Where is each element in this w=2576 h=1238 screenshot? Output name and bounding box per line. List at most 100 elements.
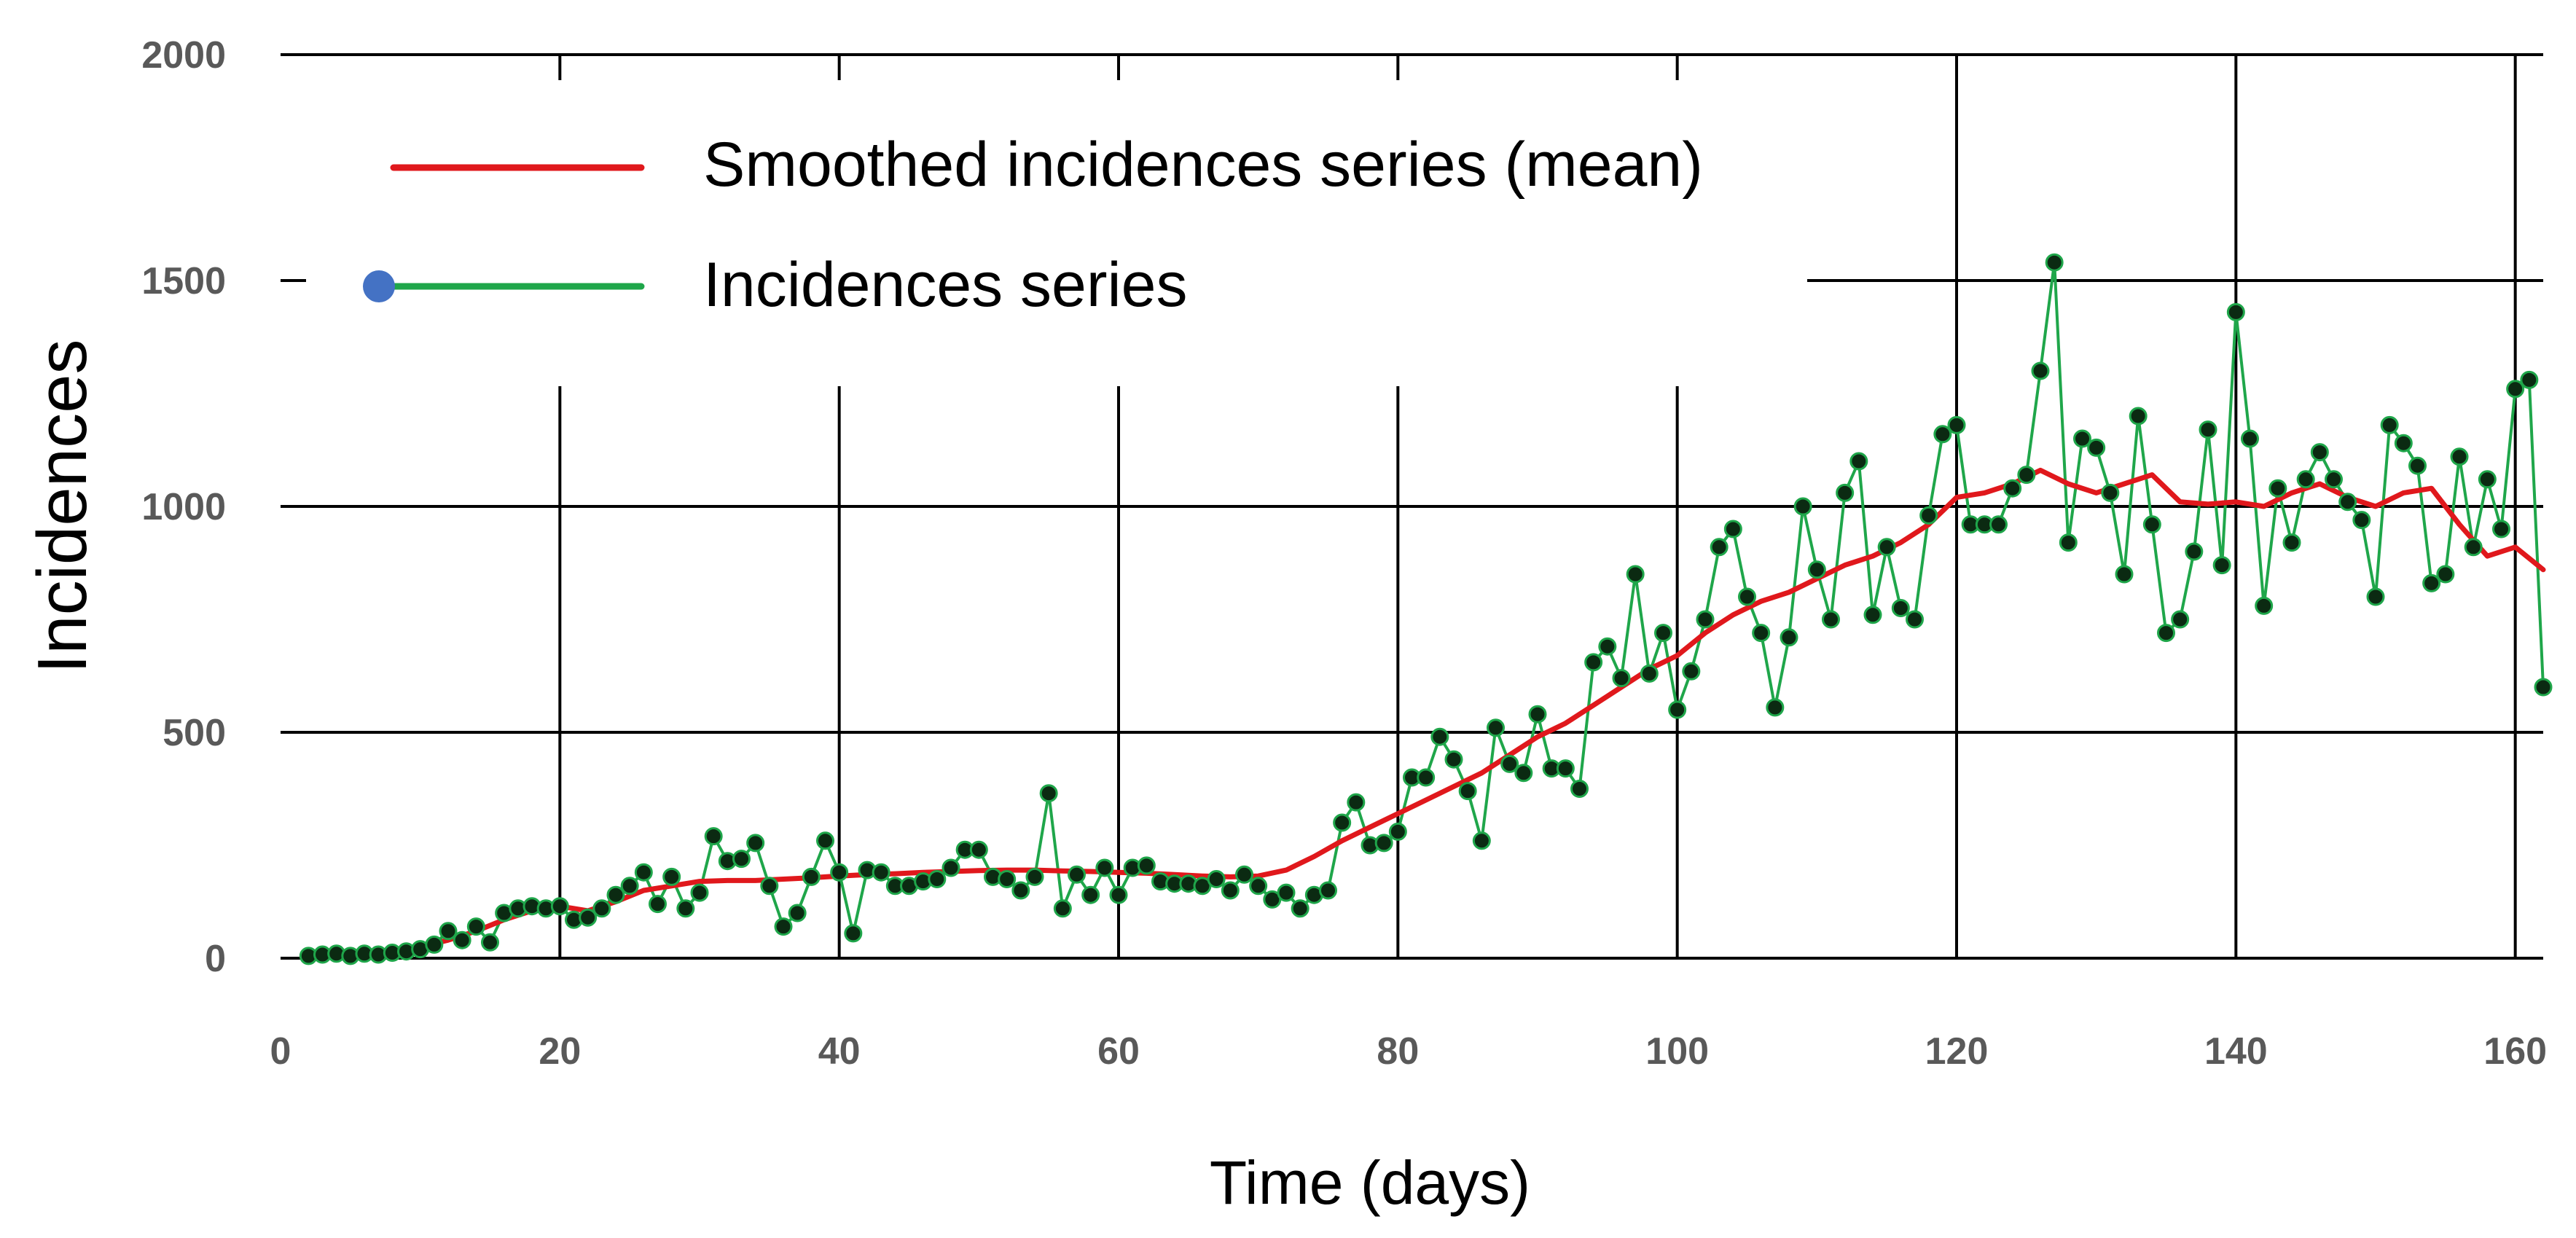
incidences-point-day-84 xyxy=(1444,750,1463,769)
x-tick-label-140: 140 xyxy=(2204,1030,2268,1073)
incidences-point-day-89 xyxy=(1514,764,1533,783)
incidences-point-day-99 xyxy=(1654,624,1672,643)
incidences-point-day-107 xyxy=(1766,698,1785,717)
incidences-point-day-39 xyxy=(816,831,834,850)
incidences-point-day-104 xyxy=(1723,520,1742,538)
incidences-point-day-109 xyxy=(1793,497,1812,516)
incidences-point-day-88 xyxy=(1500,754,1519,773)
legend-background xyxy=(306,80,1807,386)
incidences-point-day-11 xyxy=(425,935,444,954)
incidences-point-day-14 xyxy=(466,917,485,936)
legend-smoothed-label: Smoothed incidences series (mean) xyxy=(703,130,1703,200)
incidences-point-day-90 xyxy=(1528,705,1547,724)
incidences-point-day-105 xyxy=(1738,587,1756,606)
incidences-point-day-161 xyxy=(2520,370,2539,389)
incidences-point-day-162 xyxy=(2534,678,2553,697)
incidences-point-day-117 xyxy=(1906,610,1924,629)
legend: Smoothed incidences series (mean) Incide… xyxy=(306,80,1807,386)
smoothed-series-line xyxy=(305,467,2546,959)
y-tick-label-1000: 1000 xyxy=(141,486,226,528)
incidences-point-day-157 xyxy=(2464,538,2483,557)
incidences-point-day-83 xyxy=(1430,727,1449,746)
incidences-point-day-50 xyxy=(969,840,988,859)
incidences-point-day-143 xyxy=(2268,479,2287,498)
series-layer xyxy=(299,253,2553,965)
legend-series-marker xyxy=(363,270,395,302)
incidences-point-day-80 xyxy=(1388,822,1407,841)
incidences-point-day-62 xyxy=(1137,856,1156,875)
incidences-point-day-113 xyxy=(1849,452,1868,471)
incidences-point-day-87 xyxy=(1487,718,1505,737)
incidences-point-day-140 xyxy=(2226,302,2245,321)
incidences-point-day-48 xyxy=(941,858,960,877)
incidences-point-day-100 xyxy=(1668,700,1687,719)
incidences-point-day-76 xyxy=(1333,813,1352,832)
incidences-point-day-108 xyxy=(1780,628,1798,647)
incidences-point-day-68 xyxy=(1221,881,1240,900)
incidences-point-day-92 xyxy=(1556,759,1575,778)
incidences-point-day-54 xyxy=(1025,867,1044,886)
incidences-point-day-77 xyxy=(1347,793,1366,812)
x-tick-label-60: 60 xyxy=(1097,1030,1140,1073)
incidences-point-day-28 xyxy=(662,867,681,886)
incidences-point-day-94 xyxy=(1584,653,1603,672)
incidences-point-day-152 xyxy=(2394,434,2413,453)
legend-series-label: Incidences series xyxy=(703,250,1187,320)
incidences-point-day-120 xyxy=(1947,415,1966,434)
incidences-point-day-135 xyxy=(2157,624,2175,643)
incidences-point-day-20 xyxy=(550,897,569,916)
incidences-point-day-29 xyxy=(676,899,695,918)
incidences-point-day-69 xyxy=(1235,865,1253,884)
incidences-point-day-27 xyxy=(649,895,667,914)
incidences-point-day-60 xyxy=(1109,885,1128,904)
incidences-point-day-23 xyxy=(592,899,611,918)
incidences-point-day-38 xyxy=(802,867,821,886)
incidences-point-day-75 xyxy=(1319,881,1337,900)
incidences-point-day-25 xyxy=(620,877,639,896)
incidences-point-day-67 xyxy=(1207,870,1226,888)
incidences-point-day-148 xyxy=(2338,493,2357,512)
y-axis-title: Incidences xyxy=(23,340,101,674)
x-tick-label-100: 100 xyxy=(1645,1030,1709,1073)
incidences-point-day-56 xyxy=(1053,899,1072,918)
incidences-point-day-97 xyxy=(1626,565,1645,584)
incidences-point-day-114 xyxy=(1863,606,1882,624)
x-tick-label-120: 120 xyxy=(1925,1030,1989,1073)
incidences-point-day-96 xyxy=(1612,669,1631,688)
incidences-point-day-139 xyxy=(2212,556,2231,575)
incidences-point-day-146 xyxy=(2310,443,2329,462)
incidences-point-day-86 xyxy=(1472,831,1491,850)
incidences-point-day-41 xyxy=(844,924,863,943)
incidences-point-day-116 xyxy=(1891,599,1910,617)
incidences-point-day-151 xyxy=(2380,415,2399,434)
incidences-point-day-85 xyxy=(1458,782,1477,801)
incidences-point-day-12 xyxy=(439,922,458,941)
tick-labels: 0 500 1000 1500 2000 0 20 40 60 80 100 120 140 160 xyxy=(141,34,2547,1073)
incidences-point-day-30 xyxy=(690,883,709,902)
incidences-point-day-123 xyxy=(1989,515,2008,534)
x-tick-label-80: 80 xyxy=(1377,1030,1419,1073)
x-tick-label-40: 40 xyxy=(818,1030,861,1073)
incidences-point-day-128 xyxy=(2059,533,2078,552)
y-tick-label-500: 500 xyxy=(163,712,226,754)
incidences-point-day-52 xyxy=(998,870,1017,888)
incidences-point-day-129 xyxy=(2073,429,2091,448)
incidences-point-day-133 xyxy=(2129,407,2148,426)
incidences-point-day-31 xyxy=(704,827,723,846)
incidences-point-day-24 xyxy=(606,885,625,904)
incidences-point-day-149 xyxy=(2352,511,2371,530)
incidences-point-day-127 xyxy=(2045,253,2064,272)
incidences-point-day-37 xyxy=(788,904,807,922)
incidences-point-day-36 xyxy=(774,917,793,936)
incidences-point-day-131 xyxy=(2101,483,2120,502)
incidences-point-day-34 xyxy=(746,834,765,853)
incidences-point-day-98 xyxy=(1640,664,1659,683)
incidences-point-day-93 xyxy=(1570,780,1589,798)
incidences-point-day-147 xyxy=(2325,470,2343,489)
incidences-point-day-119 xyxy=(1933,425,1952,444)
incidences-point-day-22 xyxy=(579,908,598,927)
incidences-point-day-55 xyxy=(1039,784,1058,803)
incidences-point-day-13 xyxy=(453,931,471,949)
incidences-point-day-154 xyxy=(2422,573,2441,592)
